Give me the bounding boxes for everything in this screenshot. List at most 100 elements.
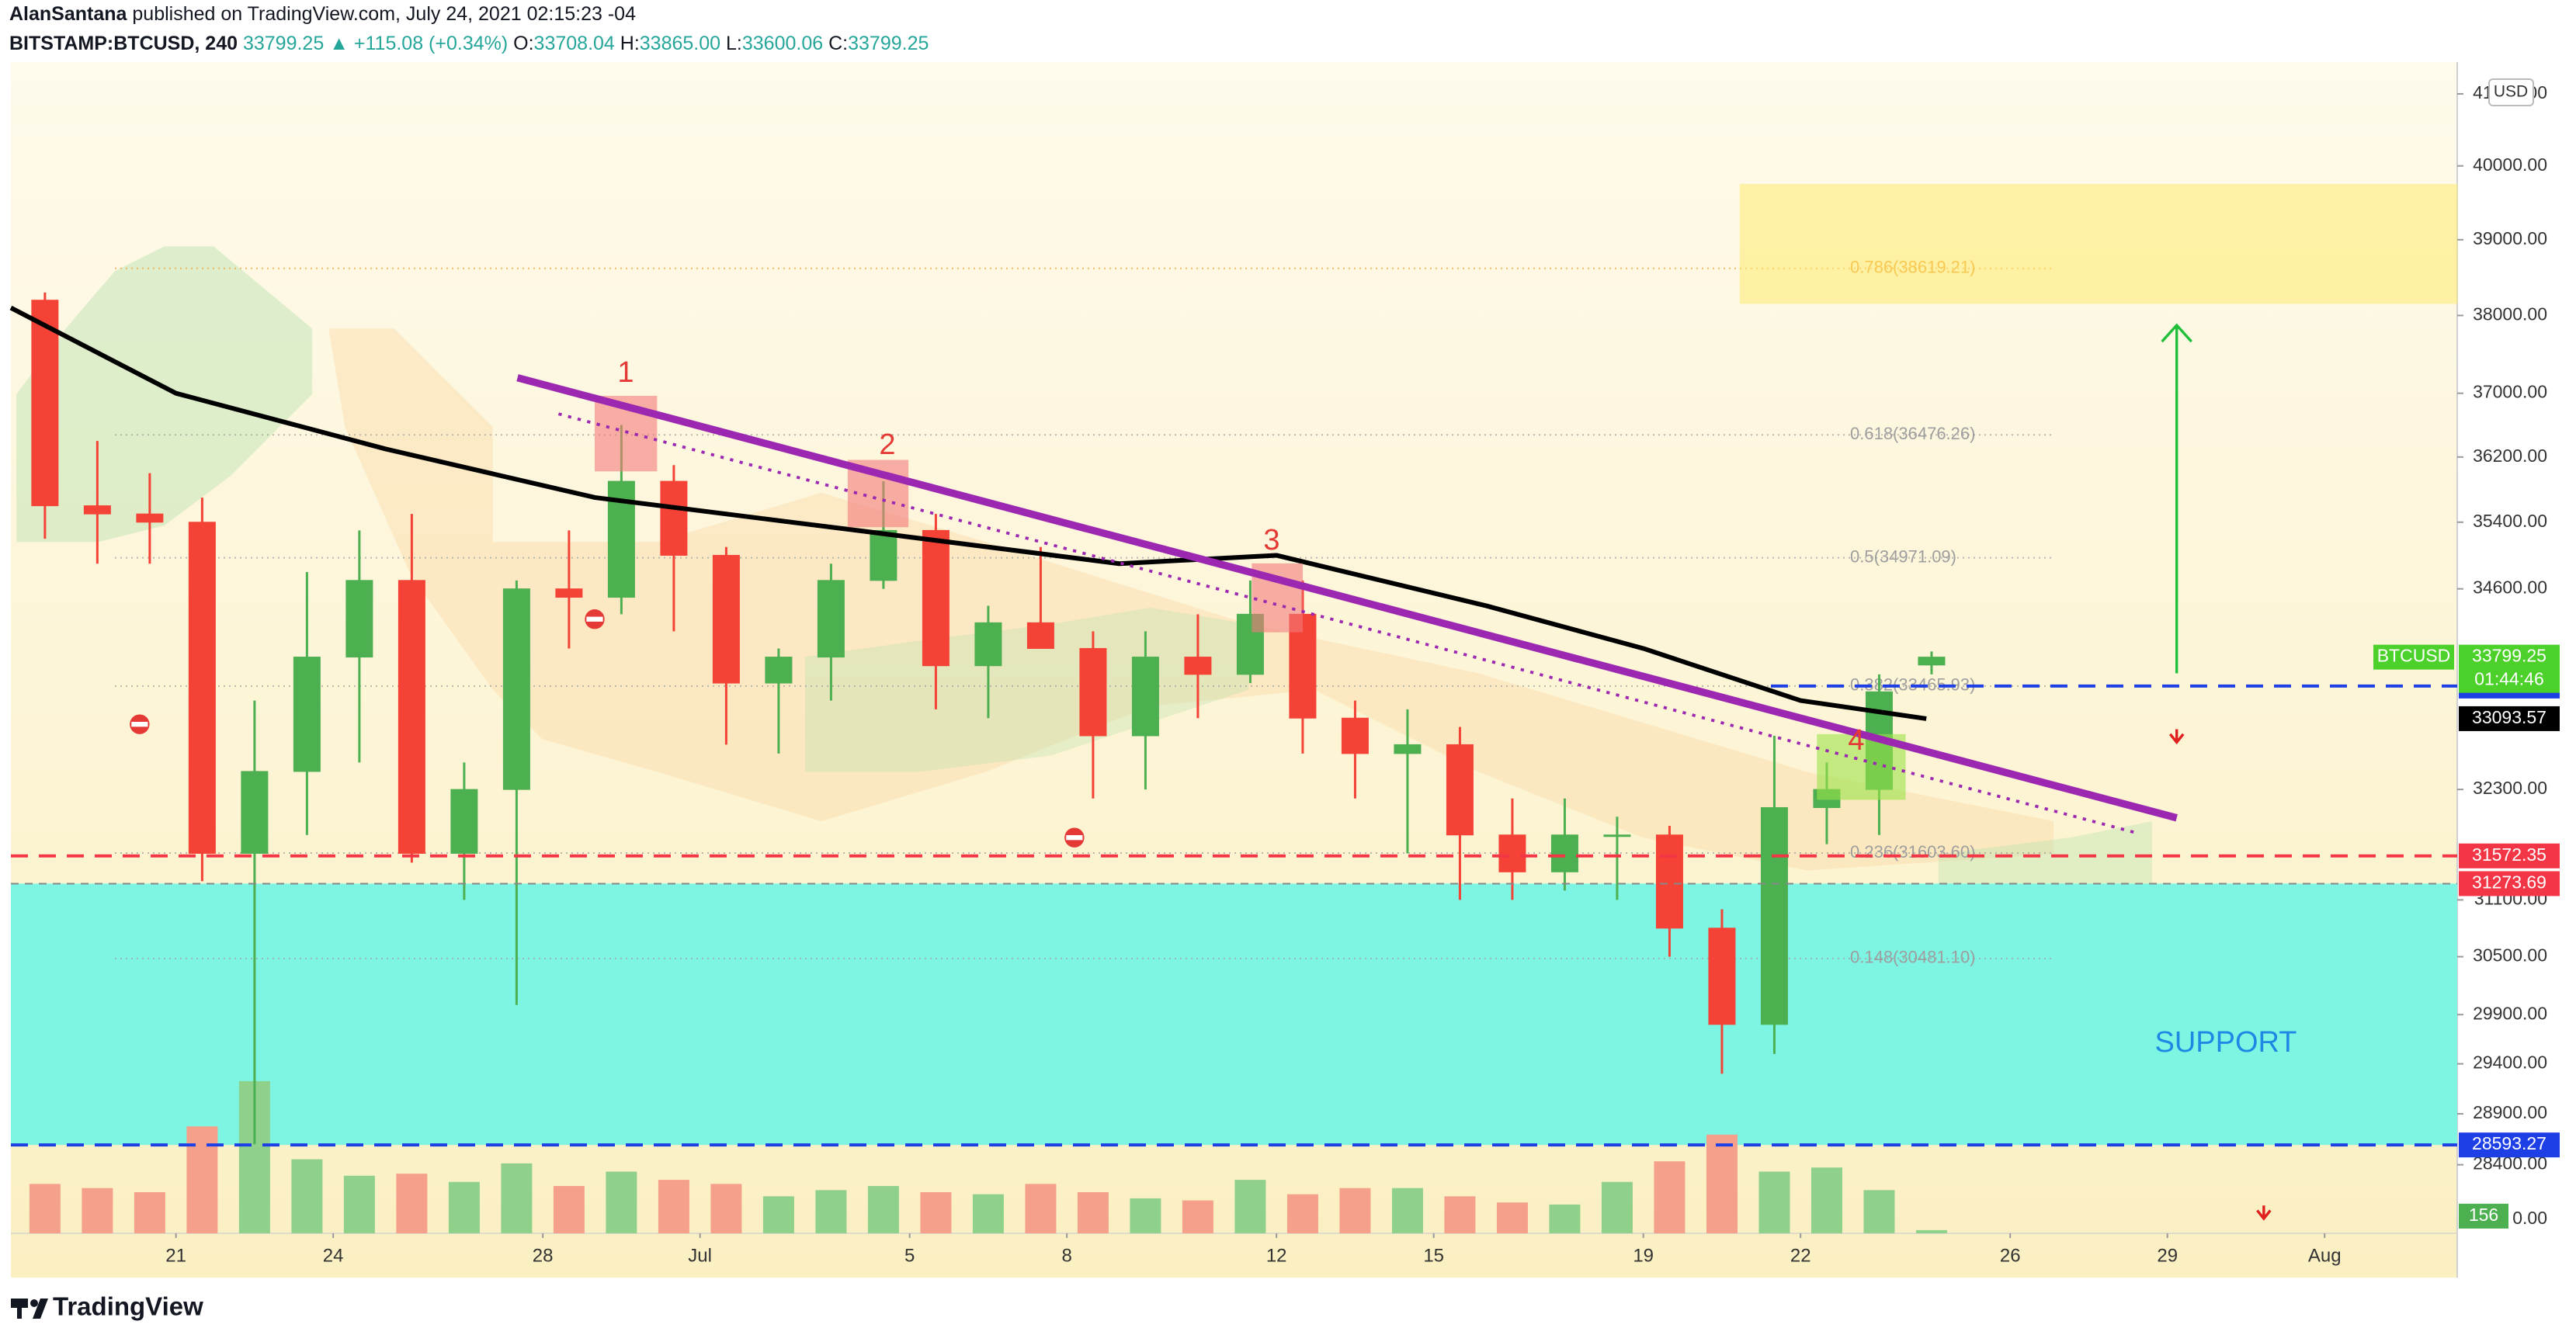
ohlc-key: O:	[513, 33, 533, 54]
volume-tick-label: 0.00	[2512, 1208, 2547, 1228]
y-tick-label: 35400.00	[2473, 511, 2547, 531]
candle-body	[1184, 657, 1212, 675]
volume-bar	[291, 1159, 323, 1233]
level-tag-bg	[2459, 1132, 2560, 1158]
x-tick-label: Jul	[688, 1245, 712, 1266]
ohlc-value: 33799.25	[848, 33, 929, 54]
countdown-bg	[2459, 668, 2560, 693]
down-arrow	[2256, 1205, 2272, 1221]
volume-bar	[1810, 1167, 1842, 1233]
level-tag-bg	[2459, 871, 2560, 896]
ohlc-value: 33708.04	[534, 33, 615, 54]
volume-bar	[1601, 1181, 1633, 1233]
y-tick-label: 32300.00	[2473, 778, 2547, 798]
ohlc-value: 33865.00	[640, 33, 720, 54]
symbol-tag: BTCUSD	[2377, 646, 2451, 666]
candle-body	[1603, 834, 1631, 837]
candle-body	[870, 529, 897, 581]
volume-bar	[186, 1126, 218, 1233]
symbol-tag-bg	[2373, 644, 2454, 670]
cloud	[804, 607, 1249, 772]
volume-bar	[815, 1190, 847, 1233]
volume-bar	[920, 1192, 952, 1233]
volume-bar	[1444, 1196, 1476, 1233]
volume-bar	[658, 1180, 689, 1233]
x-tick-label: 21	[165, 1245, 186, 1266]
y-tick-label: 40000.00	[2473, 154, 2547, 175]
target-box	[1739, 183, 2458, 304]
volume-bar	[1549, 1204, 1581, 1233]
currency-badge	[2488, 78, 2534, 106]
volume-bar	[1915, 1229, 1947, 1233]
header-author-line: AlanSantana published on TradingView.com…	[9, 3, 636, 25]
countdown: 01:44:46	[2474, 669, 2544, 689]
candle-body	[712, 554, 740, 684]
x-tick-label: 8	[1061, 1245, 1071, 1266]
volume-tag-bg	[2459, 1203, 2508, 1229]
wave-label: 1	[617, 356, 634, 389]
x-tick-label: 12	[1266, 1245, 1287, 1266]
y-tick-label: 36200.00	[2473, 446, 2547, 466]
event-icon	[585, 609, 605, 629]
volume-bar	[1077, 1192, 1109, 1233]
volume-bar	[1025, 1184, 1057, 1233]
price-tag-bg	[2459, 644, 2560, 670]
volume-bar	[1758, 1171, 1790, 1233]
price-tag: 33799.25	[2472, 646, 2546, 666]
y-tick-label: 28900.00	[2473, 1102, 2547, 1122]
target-arrow-head	[2161, 323, 2193, 343]
volume-bar	[972, 1194, 1004, 1233]
trendline	[516, 374, 2178, 822]
candle-body	[502, 588, 530, 790]
fib-label: 0.236(31603.60)	[1850, 842, 1975, 862]
support-zone	[11, 883, 2457, 1146]
brand-name: TradingView	[53, 1292, 203, 1321]
volume-bar	[1286, 1194, 1318, 1233]
drawings	[130, 183, 2458, 1221]
candle-body	[974, 622, 1002, 667]
candle-body	[345, 580, 373, 658]
level-tag: 28593.27	[2472, 1133, 2546, 1153]
header-symbol-line: BITSTAMP:BTCUSD, 240 33799.25 ▲ +115.08 …	[9, 33, 929, 54]
volume-bar	[1182, 1200, 1213, 1233]
wave-label: 3	[1263, 524, 1279, 557]
volume-bar	[1496, 1202, 1528, 1233]
event-icon	[1064, 827, 1085, 848]
candle-body	[398, 580, 425, 854]
volume-bar	[448, 1181, 480, 1233]
cloud	[16, 246, 313, 543]
candle-body	[922, 529, 950, 667]
level-tag: 31572.35	[2472, 844, 2546, 865]
volume-bar	[1339, 1188, 1371, 1233]
y-tick-label: 29400.00	[2473, 1052, 2547, 1073]
volume-bar	[82, 1188, 113, 1233]
candle-body	[293, 657, 321, 772]
down-arrow	[2168, 729, 2185, 745]
x-tick-label: 19	[1633, 1245, 1654, 1266]
published: published on TradingView.com, July 24, 2…	[132, 3, 636, 25]
volume-bar	[1130, 1198, 1161, 1233]
zone-label: SUPPORT	[2154, 1026, 2297, 1059]
volume-bar	[1706, 1134, 1738, 1233]
fib-label: 0.5(34971.09)	[1850, 546, 1956, 566]
x-tick-label: 15	[1423, 1245, 1444, 1266]
candle-body	[136, 513, 164, 523]
candle-body	[1550, 834, 1578, 872]
volume-bar	[762, 1196, 794, 1233]
currency: USD	[2494, 83, 2528, 101]
candle-body	[1026, 622, 1054, 649]
candle-body	[1394, 744, 1422, 754]
volume-bar	[553, 1186, 585, 1233]
x-tick-label: Aug	[2308, 1245, 2342, 1266]
y-tick-label: 38000.00	[2473, 304, 2547, 324]
candle-body	[1760, 806, 1788, 1025]
candle-body	[1708, 928, 1736, 1025]
volume-bar	[29, 1184, 61, 1233]
x-tick-label: 26	[2000, 1245, 2021, 1266]
moving-average	[9, 305, 1927, 721]
candle-body	[660, 480, 688, 556]
x-tick-label: 24	[323, 1245, 344, 1266]
volume-bar	[343, 1175, 375, 1233]
